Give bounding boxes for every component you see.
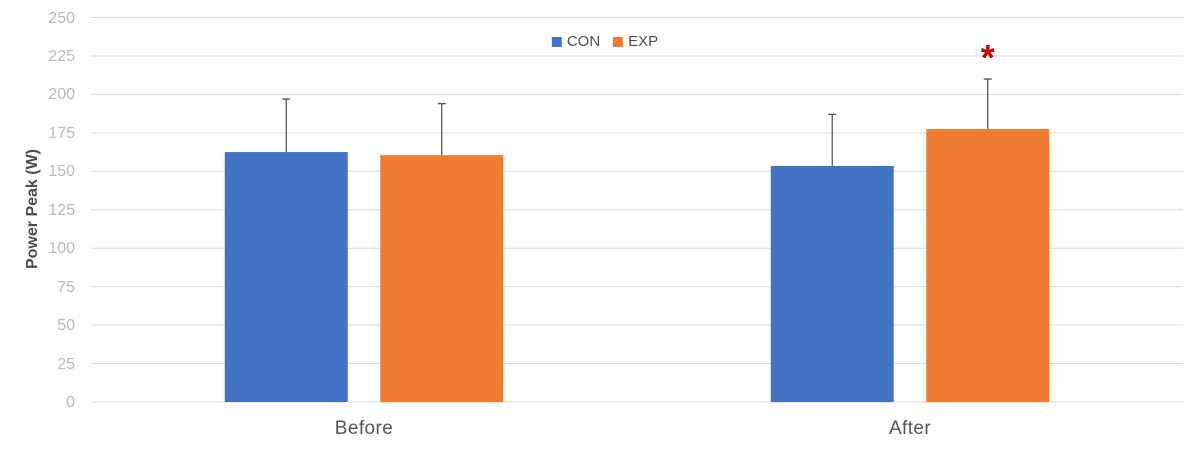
- y-axis-title: Power Peak (W): [24, 148, 41, 270]
- bar-before-con: [224, 152, 348, 402]
- bar-after-con: [770, 165, 894, 402]
- x-category-label-before: Before: [334, 418, 394, 439]
- significance-asterisk: *: [980, 37, 995, 78]
- y-tick-label-100: 100: [48, 240, 75, 258]
- legend-item-con: CON: [551, 33, 601, 50]
- y-tick-label-125: 125: [48, 201, 75, 219]
- legend-label-con: CON: [566, 33, 601, 50]
- y-tick-label-50: 50: [57, 317, 75, 335]
- y-tick-label-175: 175: [48, 124, 75, 142]
- y-tick-label-0: 0: [66, 394, 75, 411]
- legend-item-exp: EXP: [613, 34, 658, 49]
- y-tick-label-150: 150: [48, 163, 75, 181]
- legend-swatch-con: [551, 36, 562, 47]
- bar-before-exp: [380, 155, 504, 402]
- y-tick-label-75: 75: [57, 278, 75, 296]
- legend-label-exp: EXP: [628, 33, 659, 50]
- y-tick-label-250: 250: [48, 9, 75, 27]
- y-tick-label-225: 225: [48, 47, 75, 65]
- legend-swatch-exp: [613, 36, 624, 47]
- y-tick-label-25: 25: [57, 355, 75, 373]
- x-category-label-after: After: [888, 418, 932, 439]
- legend: CON EXP: [551, 33, 658, 50]
- y-tick-label-200: 200: [48, 86, 75, 104]
- bar-after-exp: [926, 129, 1050, 402]
